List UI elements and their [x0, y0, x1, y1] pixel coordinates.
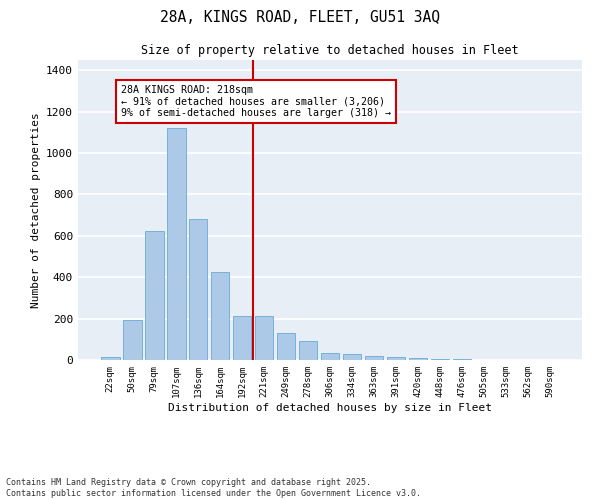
Bar [409, 358, 427, 360]
Bar [343, 354, 361, 360]
Bar [211, 272, 229, 360]
Text: Contains HM Land Registry data © Crown copyright and database right 2025.
Contai: Contains HM Land Registry data © Crown c… [6, 478, 421, 498]
Bar [320, 353, 340, 360]
Bar [167, 128, 185, 360]
Bar [299, 342, 317, 360]
Bar [145, 230, 164, 360]
Y-axis label: Number of detached properties: Number of detached properties [31, 112, 41, 308]
Bar [255, 316, 274, 360]
X-axis label: Distribution of detached houses by size in Fleet: Distribution of detached houses by size … [168, 402, 492, 412]
Bar [123, 320, 142, 360]
Bar [101, 357, 119, 360]
Bar [386, 357, 405, 360]
Bar [277, 333, 295, 360]
Title: Size of property relative to detached houses in Fleet: Size of property relative to detached ho… [141, 44, 519, 58]
Text: 28A KINGS ROAD: 218sqm
← 91% of detached houses are smaller (3,206)
9% of semi-d: 28A KINGS ROAD: 218sqm ← 91% of detached… [121, 85, 391, 118]
Text: 28A, KINGS ROAD, FLEET, GU51 3AQ: 28A, KINGS ROAD, FLEET, GU51 3AQ [160, 10, 440, 25]
Bar [233, 316, 251, 360]
Bar [365, 356, 383, 360]
Bar [189, 220, 208, 360]
Bar [431, 359, 449, 360]
